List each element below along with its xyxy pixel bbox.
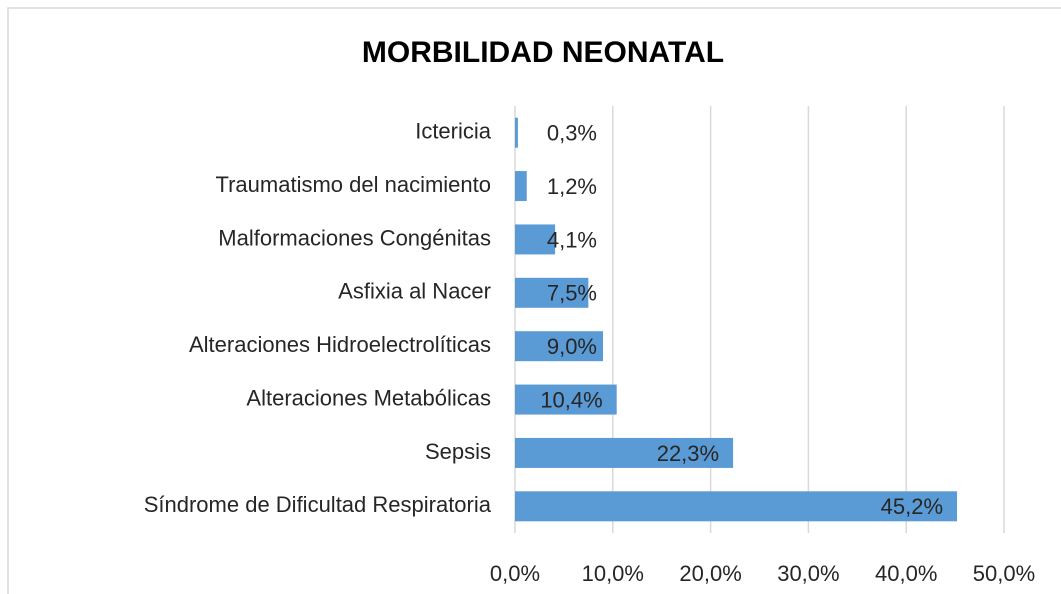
x-tick-label: 50,0% <box>973 561 1035 586</box>
x-tick-label: 30,0% <box>777 561 839 586</box>
y-tick-label: Asfixia al Nacer <box>338 279 491 304</box>
y-tick-label: Alteraciones Hidroelectrolíticas <box>189 332 491 357</box>
bar <box>515 491 958 522</box>
y-tick-label: Malformaciones Congénitas <box>218 225 491 250</box>
y-tick-label: Traumatismo del nacimiento <box>215 172 491 197</box>
bar <box>515 171 527 202</box>
bar <box>515 437 734 468</box>
data-label: 9,0% <box>547 334 597 359</box>
x-tick-label: 20,0% <box>679 561 741 586</box>
bar <box>515 384 617 415</box>
x-tick-label: 10,0% <box>582 561 644 586</box>
data-label: 10,4% <box>540 387 602 412</box>
y-tick-label: Sepsis <box>425 439 491 464</box>
data-label: 45,2% <box>881 494 943 519</box>
data-label: 7,5% <box>547 281 597 306</box>
data-label: 0,3% <box>547 121 597 146</box>
bar <box>515 331 604 362</box>
x-tick-label: 0,0% <box>490 561 540 586</box>
chart-frame <box>7 7 1061 594</box>
bar <box>515 277 589 308</box>
chart-title: MORBILIDAD NEONATAL <box>362 36 724 69</box>
bar <box>515 224 556 255</box>
data-label: 22,3% <box>657 441 719 466</box>
data-label: 4,1% <box>547 227 597 252</box>
x-tick-label: 40,0% <box>875 561 937 586</box>
data-label: 1,2% <box>547 174 597 199</box>
y-tick-label: Síndrome de Dificultad Respiratoria <box>144 492 492 517</box>
y-tick-label: Alteraciones Metabólicas <box>246 385 491 410</box>
bar <box>515 117 518 148</box>
y-tick-label: Ictericia <box>415 119 492 144</box>
